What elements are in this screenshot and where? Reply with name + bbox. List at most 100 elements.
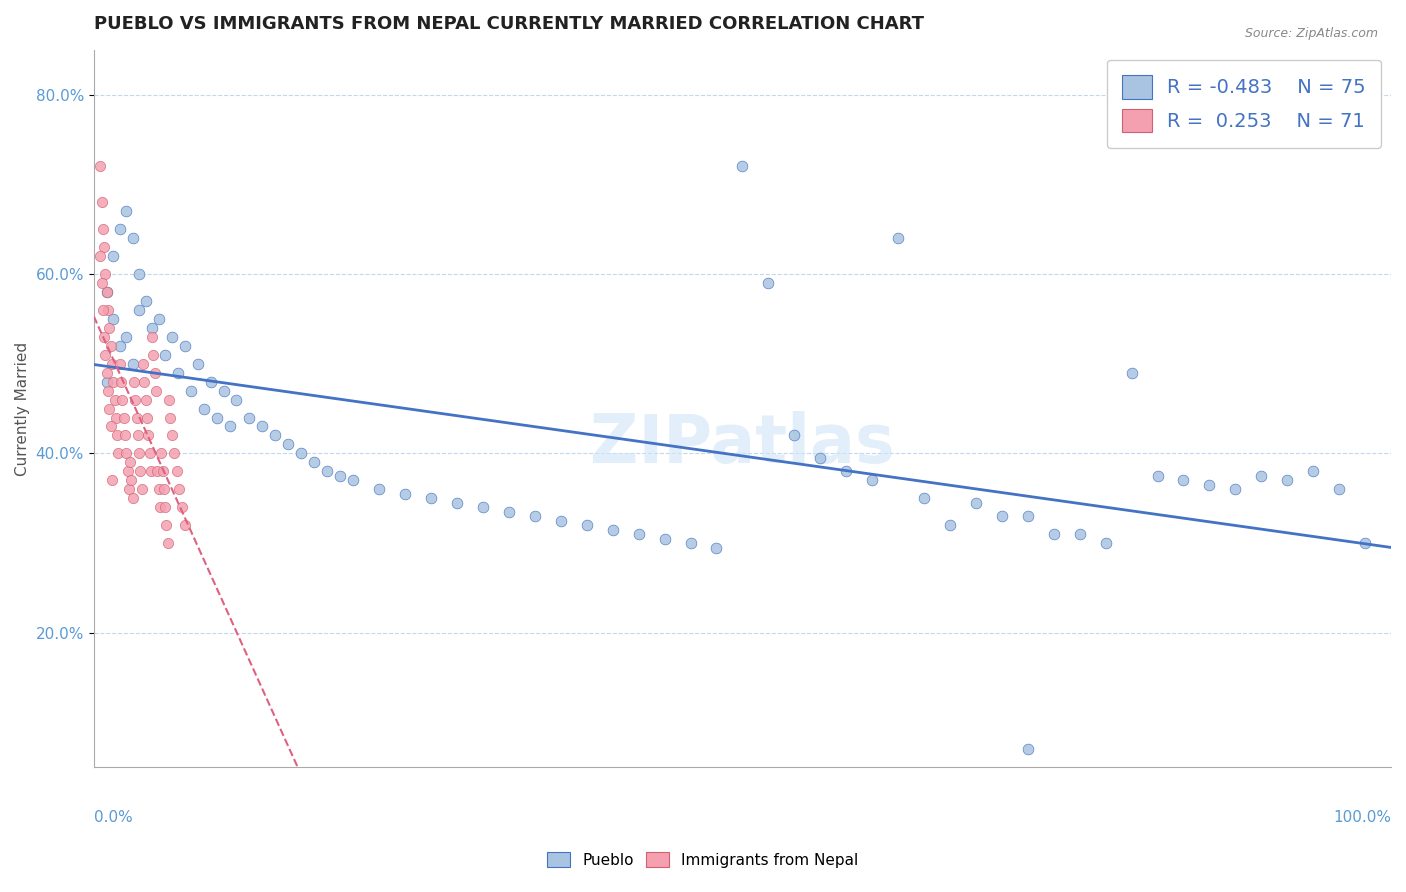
Point [166, 464, 188, 478]
Point [205, 410, 228, 425]
Point [103, 311, 125, 326]
Point [148, 311, 170, 326]
Point [115, 330, 138, 344]
Point [153, 483, 176, 497]
Point [1327, 483, 1350, 497]
Point [96, 285, 118, 299]
Point [170, 500, 193, 515]
Point [159, 410, 181, 425]
Point [153, 500, 176, 515]
Point [153, 348, 176, 362]
Point [141, 321, 163, 335]
Legend: R = -0.483    N = 75, R =  0.253    N = 71: R = -0.483 N = 75, R = 0.253 N = 71 [1107, 60, 1381, 148]
Point [1302, 464, 1324, 478]
Point [912, 491, 935, 506]
Point [1017, 742, 1039, 756]
Point [212, 384, 235, 398]
Point [107, 446, 129, 460]
Point [135, 293, 157, 308]
Point [446, 496, 468, 510]
Point [1094, 536, 1116, 550]
Point [97, 302, 120, 317]
Text: 0.0%: 0.0% [94, 810, 132, 825]
Point [141, 330, 163, 344]
Point [602, 523, 624, 537]
Point [160, 330, 183, 344]
Point [157, 392, 180, 407]
Point [498, 505, 520, 519]
Point [152, 464, 174, 478]
Point [101, 357, 124, 371]
Point [124, 392, 146, 407]
Point [115, 446, 138, 460]
Point [808, 450, 831, 465]
Point [860, 473, 883, 487]
Point [329, 468, 352, 483]
Point [169, 483, 191, 497]
Point [316, 464, 339, 478]
Point [1354, 536, 1376, 550]
Point [112, 410, 135, 425]
Point [101, 473, 124, 487]
Point [136, 428, 159, 442]
Point [939, 518, 962, 533]
Point [96, 285, 118, 299]
Point [117, 464, 139, 478]
Point [89, 249, 111, 263]
Point [1173, 473, 1195, 487]
Point [679, 536, 702, 550]
Point [706, 541, 728, 555]
Point [238, 410, 260, 425]
Text: 100.0%: 100.0% [1333, 810, 1391, 825]
Point [756, 276, 779, 290]
Point [150, 446, 173, 460]
Point [155, 518, 177, 533]
Legend: Pueblo, Immigrants from Nepal: Pueblo, Immigrants from Nepal [540, 844, 866, 875]
Point [115, 204, 138, 219]
Point [139, 464, 162, 478]
Point [783, 428, 806, 442]
Point [575, 518, 598, 533]
Point [96, 375, 118, 389]
Point [627, 527, 650, 541]
Point [160, 428, 183, 442]
Point [200, 375, 222, 389]
Point [136, 410, 159, 425]
Point [523, 509, 546, 524]
Point [219, 419, 242, 434]
Point [100, 339, 122, 353]
Point [110, 375, 132, 389]
Point [129, 464, 152, 478]
Text: ZIPatlas: ZIPatlas [591, 411, 894, 477]
Point [290, 446, 312, 460]
Point [108, 339, 131, 353]
Point [1277, 473, 1299, 487]
Point [90, 195, 112, 210]
Point [104, 410, 127, 425]
Point [94, 348, 117, 362]
Point [368, 483, 391, 497]
Point [167, 366, 190, 380]
Point [90, 276, 112, 290]
Point [1069, 527, 1091, 541]
Point [342, 473, 364, 487]
Point [163, 446, 186, 460]
Point [1250, 468, 1272, 483]
Point [98, 401, 121, 416]
Point [225, 392, 247, 407]
Point [173, 339, 195, 353]
Point [277, 437, 299, 451]
Point [143, 366, 166, 380]
Point [120, 455, 142, 469]
Point [156, 536, 179, 550]
Point [103, 392, 125, 407]
Point [887, 231, 910, 245]
Point [121, 357, 143, 371]
Point [252, 419, 274, 434]
Point [118, 483, 141, 497]
Point [134, 375, 156, 389]
Point [125, 410, 148, 425]
Point [149, 500, 172, 515]
Point [111, 392, 134, 407]
Point [96, 366, 118, 380]
